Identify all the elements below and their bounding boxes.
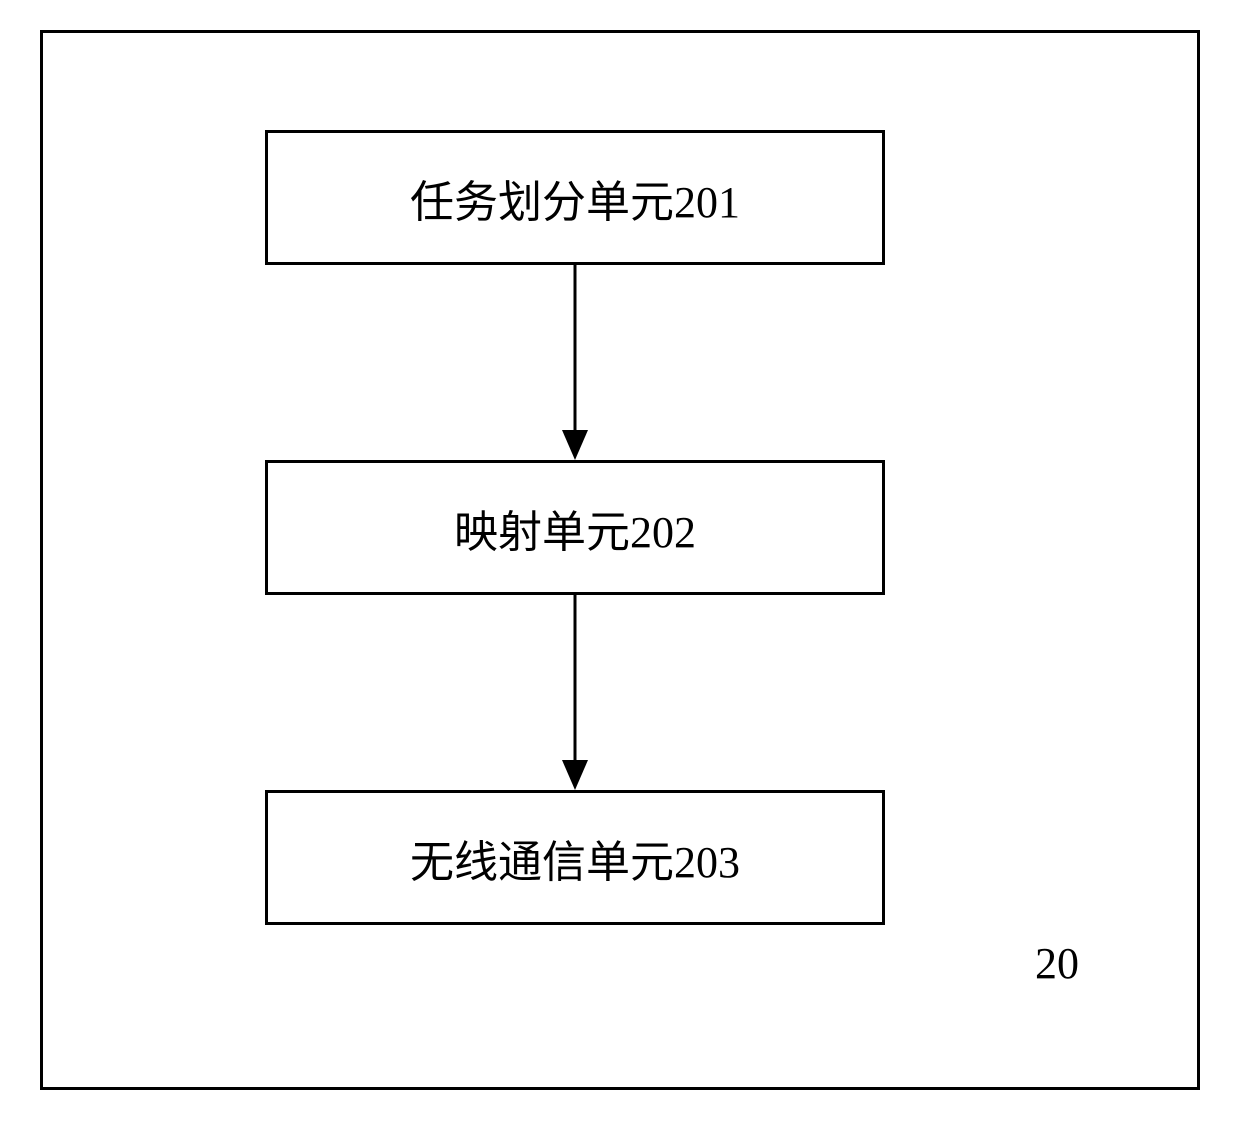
node-label: 无线通信单元203 [410, 826, 740, 890]
node-label: 映射单元202 [454, 496, 696, 560]
diagram-number-label: 20 [1035, 938, 1079, 989]
arrow-1 [549, 265, 601, 460]
node-label: 任务划分单元201 [410, 166, 740, 230]
node-mapping-unit: 映射单元202 [265, 460, 885, 595]
node-task-division-unit: 任务划分单元201 [265, 130, 885, 265]
node-wireless-comm-unit: 无线通信单元203 [265, 790, 885, 925]
arrow-2 [549, 595, 601, 790]
